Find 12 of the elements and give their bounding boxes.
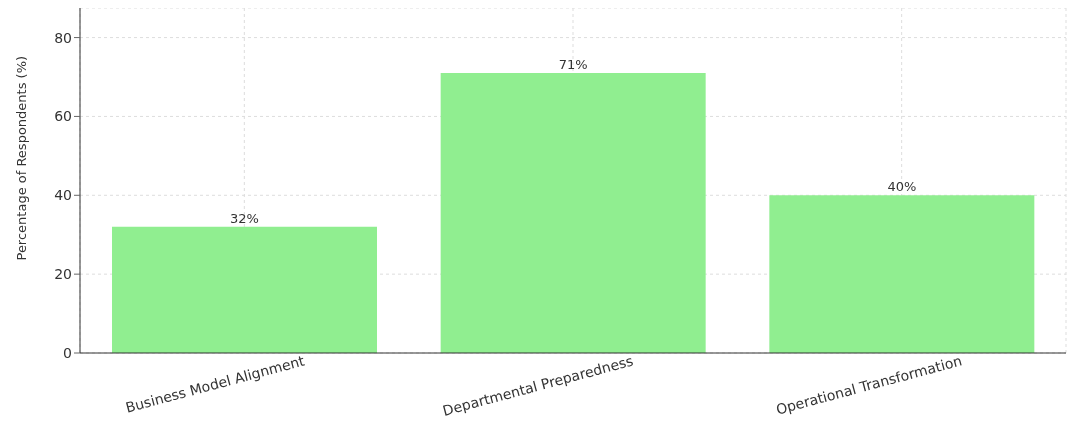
data-label: 32% — [230, 210, 259, 226]
bar — [112, 226, 377, 353]
y-tick-label: 0 — [63, 344, 72, 361]
y-tick-label: 80 — [54, 29, 72, 46]
y-tick-label: 20 — [54, 266, 72, 283]
y-tick-label: 60 — [54, 108, 72, 125]
data-label: 40% — [887, 179, 917, 195]
data-label: 71% — [558, 57, 588, 73]
bar — [769, 195, 1035, 353]
bar — [440, 73, 706, 353]
y-tick-label: 40 — [54, 187, 72, 204]
y-axis-title: Percentage of Respondents (%) — [13, 55, 29, 261]
